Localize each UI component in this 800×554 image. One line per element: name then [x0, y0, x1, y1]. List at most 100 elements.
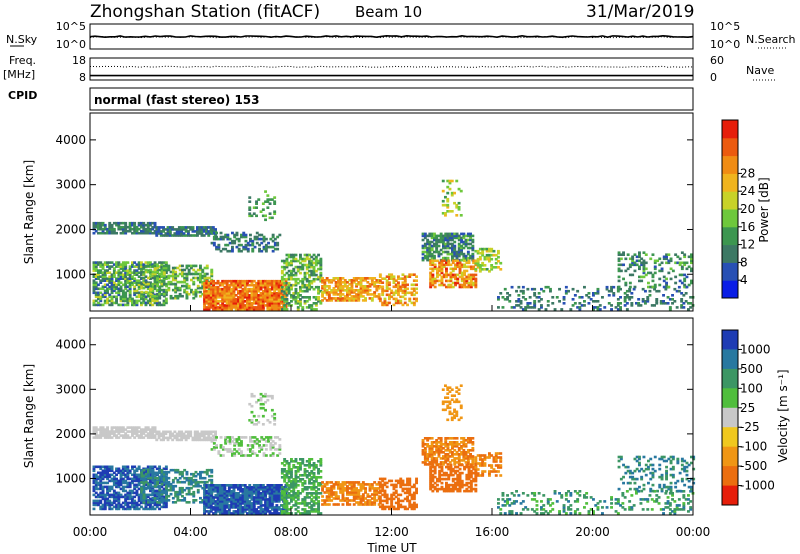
data-cell	[294, 460, 298, 463]
data-cell	[381, 291, 385, 295]
data-cell	[319, 277, 323, 281]
data-cell	[478, 251, 482, 255]
data-cell	[208, 468, 211, 472]
data-cell	[203, 278, 207, 282]
data-cell	[215, 436, 218, 439]
data-cell	[164, 299, 168, 303]
data-cell	[153, 293, 157, 297]
data-cell	[314, 308, 318, 311]
data-cell	[373, 291, 377, 294]
data-cell	[266, 492, 270, 495]
data-cell	[205, 266, 209, 270]
data-cell	[243, 304, 247, 307]
data-cell	[215, 446, 218, 449]
data-cell	[225, 283, 229, 287]
data-cell	[200, 226, 204, 229]
data-cell	[683, 273, 687, 277]
data-cell	[241, 492, 245, 495]
data-cell	[429, 277, 433, 281]
data-cell	[165, 472, 168, 476]
data-cell	[294, 484, 298, 487]
data-cell	[264, 492, 267, 495]
data-cell	[631, 261, 635, 265]
data-cell	[275, 296, 279, 299]
data-cell	[112, 475, 116, 479]
data-cell	[227, 506, 231, 509]
data-cell	[223, 300, 227, 303]
data-cell	[207, 296, 211, 299]
data-cell	[421, 252, 425, 256]
data-cell	[128, 279, 132, 282]
data-cell	[115, 279, 118, 282]
data-cell	[227, 279, 231, 283]
data-cell	[237, 498, 240, 501]
data-cell	[271, 452, 275, 455]
data-cell	[103, 279, 107, 282]
data-cell	[146, 227, 150, 231]
data-cell	[99, 227, 103, 231]
data-cell	[250, 490, 254, 493]
data-cell	[124, 293, 128, 297]
data-cell	[202, 432, 206, 436]
data-cell	[671, 294, 674, 297]
data-cell	[180, 226, 184, 229]
data-cell	[149, 470, 153, 474]
data-cell	[115, 477, 118, 481]
data-cell	[223, 296, 227, 299]
data-cell	[128, 507, 132, 511]
data-cell	[653, 285, 657, 289]
data-cell	[135, 434, 139, 437]
data-cell	[276, 436, 280, 439]
data-cell	[117, 428, 121, 431]
data-cell	[412, 301, 416, 305]
data-cell	[334, 285, 338, 288]
data-cell	[264, 506, 267, 509]
data-cell	[214, 308, 218, 311]
data-cell	[248, 492, 252, 495]
data-cell	[406, 291, 409, 295]
data-cell	[262, 452, 266, 455]
data-cell	[451, 275, 455, 279]
data-cell	[519, 306, 523, 309]
data-cell	[205, 438, 208, 442]
data-cell	[112, 301, 116, 305]
data-cell	[277, 498, 281, 501]
data-cell	[110, 275, 114, 278]
data-cell	[201, 276, 205, 280]
data-cell	[319, 257, 323, 261]
data-cell	[385, 293, 389, 297]
data-cell	[180, 434, 184, 438]
data-cell	[617, 259, 621, 263]
data-cell	[119, 267, 123, 270]
data-cell	[394, 291, 398, 295]
data-cell	[258, 440, 261, 443]
data-cell	[153, 426, 157, 429]
data-cell	[149, 487, 152, 491]
data-cell	[388, 301, 391, 305]
data-cell	[264, 510, 267, 513]
data-cell	[478, 255, 482, 259]
data-cell	[252, 504, 256, 507]
data-cell	[282, 294, 286, 297]
data-cell	[151, 294, 155, 298]
data-cell	[223, 294, 227, 297]
data-cell	[446, 246, 450, 250]
data-cell	[248, 506, 252, 509]
data-cell	[266, 488, 270, 491]
data-cell	[285, 488, 289, 491]
data-cell	[155, 301, 159, 305]
data-cell	[135, 483, 139, 487]
data-cell	[183, 488, 187, 492]
data-cell	[687, 283, 691, 287]
data-cell	[260, 436, 264, 439]
data-cell	[227, 500, 231, 503]
data-cell	[426, 240, 430, 244]
data-cell	[94, 426, 98, 429]
data-cell	[266, 504, 270, 507]
data-cell	[273, 281, 277, 285]
data-cell	[97, 493, 100, 497]
data-cell	[252, 279, 256, 283]
data-cell	[187, 430, 190, 434]
data-cell	[268, 300, 272, 303]
data-cell	[128, 265, 132, 268]
